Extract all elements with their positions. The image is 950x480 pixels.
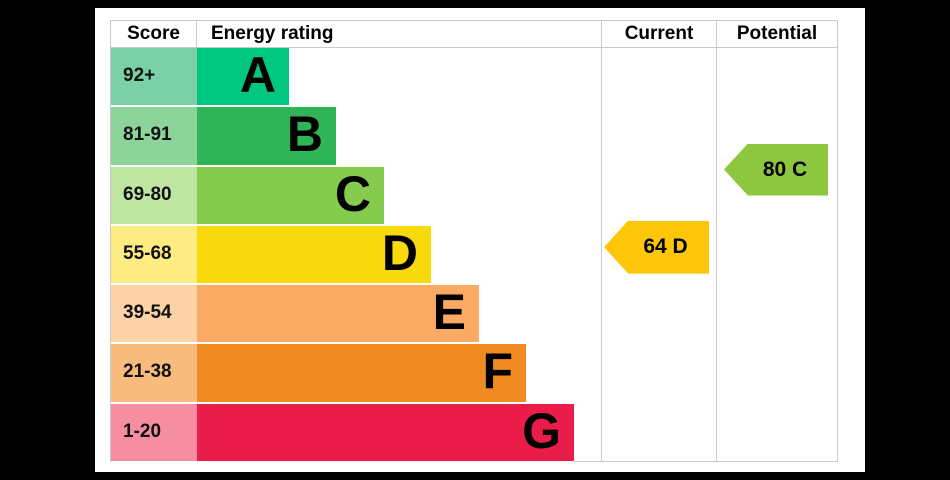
band-row-a: 92+ A xyxy=(111,47,837,108)
band-row-g: 1-20 G xyxy=(111,402,837,463)
col-header-energy-rating: Energy rating xyxy=(211,23,334,44)
band-row-b: 81-91 B xyxy=(111,106,837,167)
band-score-range: 92+ xyxy=(111,48,197,108)
band-letter: B xyxy=(286,106,323,163)
band-score-range: 39-54 xyxy=(111,285,197,345)
band-row-d: 55-68 D xyxy=(111,224,837,286)
band-letter: F xyxy=(482,343,513,400)
band-letter: D xyxy=(381,224,418,281)
col-header-potential: Potential xyxy=(716,21,837,47)
col-header-current: Current xyxy=(601,21,716,47)
divider-current-potential xyxy=(716,48,717,461)
band-score-range: 69-80 xyxy=(111,166,197,226)
chart-panel: Score Energy rating Current Potential 92… xyxy=(95,8,865,472)
current-rating-arrow: 64 D xyxy=(604,220,709,274)
band-score-range: 1-20 xyxy=(111,403,197,463)
band-score-range: 21-38 xyxy=(111,344,197,404)
band-score-range: 81-91 xyxy=(111,107,197,167)
divider-energy-current xyxy=(601,48,602,461)
band-rows-container: 92+ A 81-91 B 69-80 C 55-68 D 39-54 E 21-38 F 1-20 G xyxy=(111,47,837,463)
band-row-f: 21-38 F xyxy=(111,343,837,404)
potential-rating-label: 80 C xyxy=(762,157,808,181)
band-bar-a: A xyxy=(197,47,289,108)
energy-rating-table: Score Energy rating Current Potential 92… xyxy=(110,20,838,463)
table-header-row: Score Energy rating Current Potential xyxy=(111,21,837,48)
band-letter: E xyxy=(432,284,466,341)
band-bar-d: D xyxy=(197,224,431,286)
band-row-e: 39-54 E xyxy=(111,284,837,345)
band-bar-e: E xyxy=(197,284,479,345)
band-letter: C xyxy=(334,165,371,222)
band-bar-c: C xyxy=(197,165,384,226)
current-rating-label: 64 D xyxy=(643,235,688,259)
potential-rating-arrow: 80 C xyxy=(724,143,828,196)
band-bar-g: G xyxy=(197,402,574,463)
col-header-score: Score xyxy=(111,21,197,47)
band-bar-f: F xyxy=(197,343,526,404)
band-score-range: 55-68 xyxy=(111,225,197,286)
band-row-c: 69-80 C xyxy=(111,165,837,226)
band-letter: G xyxy=(522,402,561,459)
band-bar-b: B xyxy=(197,106,336,167)
band-letter: A xyxy=(239,47,276,103)
